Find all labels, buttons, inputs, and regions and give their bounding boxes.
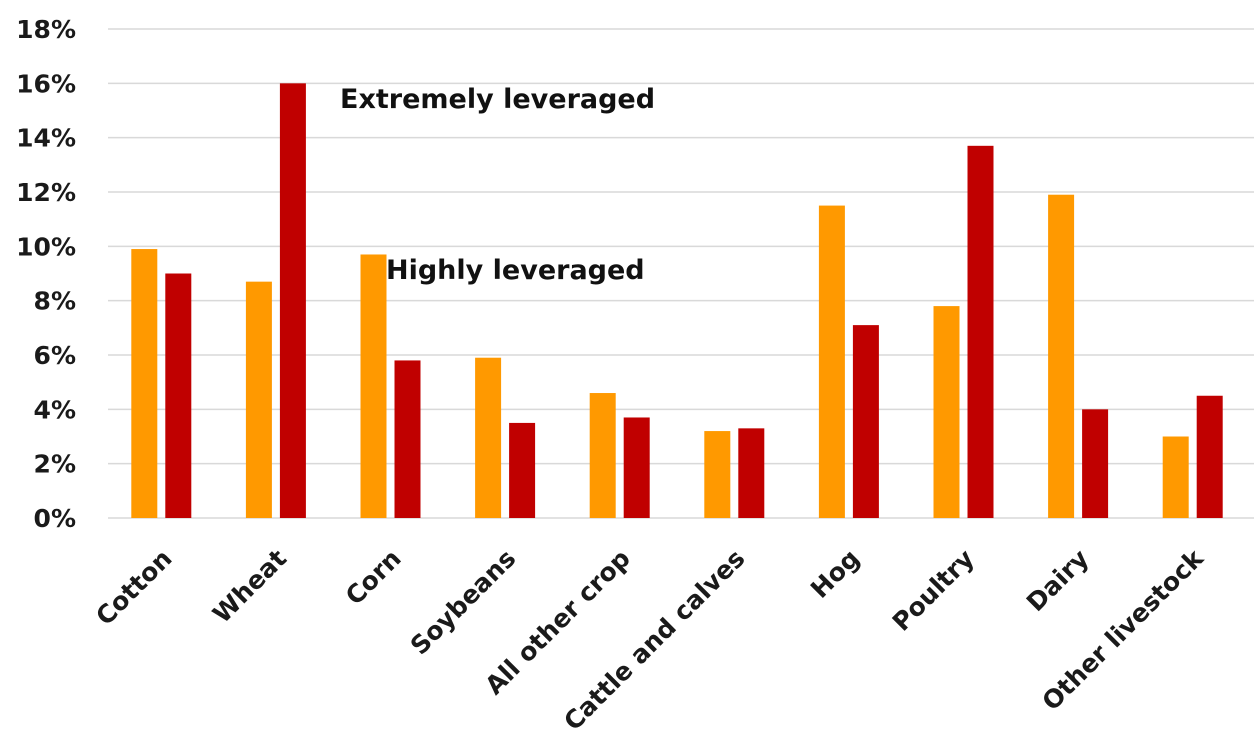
bar-wheat-series-1 (245, 281, 272, 518)
bar-corn-series-2 (394, 360, 421, 518)
annotation-extremely-leveraged: Extremely leveraged (340, 84, 655, 115)
y-tick-label: 18% (16, 15, 76, 44)
y-tick-label: 4% (34, 395, 76, 424)
x-category-label: Cotton (90, 544, 177, 631)
bar-soybeans-series-1 (475, 357, 502, 518)
bar-all-other-crop-series-1 (589, 393, 616, 518)
x-category-label: Hog (805, 544, 865, 604)
y-axis-tick-labels: 0% 2% 4% 6% 8% 10% 12% 14% 16% 18% (16, 15, 76, 533)
bar-corn-series-1 (360, 254, 387, 518)
bar-cattle-and-calves-series-2 (738, 428, 765, 518)
bar-hog-series-2 (852, 325, 879, 518)
x-category-label: Poultry (887, 544, 980, 637)
x-category-label: Wheat (207, 544, 292, 629)
bar-other-livestock-series-1 (1162, 436, 1189, 518)
y-tick-label: 8% (34, 287, 76, 316)
y-tick-label: 14% (16, 124, 76, 153)
y-tick-label: 10% (16, 232, 76, 261)
x-category-label: Dairy (1021, 544, 1094, 617)
bar-dairy-series-1 (1048, 194, 1075, 518)
annotation-highly-leveraged: Highly leveraged (386, 255, 645, 286)
bar-all-other-crop-series-2 (623, 417, 650, 518)
y-tick-label: 12% (16, 178, 76, 207)
y-tick-label: 0% (34, 504, 76, 533)
y-tick-label: 6% (34, 341, 76, 370)
y-tick-label: 16% (16, 69, 76, 98)
bar-poultry-series-2 (967, 145, 994, 519)
bar-cotton-series-2 (165, 273, 192, 518)
bar-soybeans-series-2 (509, 422, 536, 518)
bar-hog-series-1 (818, 205, 845, 519)
bars (131, 83, 1223, 519)
x-category-label: Soybeans (405, 544, 522, 661)
bar-wheat-series-2 (279, 83, 306, 518)
bar-other-livestock-series-2 (1196, 395, 1223, 518)
bar-cattle-and-calves-series-1 (704, 431, 731, 518)
y-tick-label: 2% (34, 450, 76, 479)
bar-dairy-series-2 (1082, 409, 1109, 518)
x-category-label: Corn (340, 544, 407, 611)
bar-cotton-series-1 (131, 249, 158, 519)
bar-poultry-series-1 (933, 306, 960, 518)
